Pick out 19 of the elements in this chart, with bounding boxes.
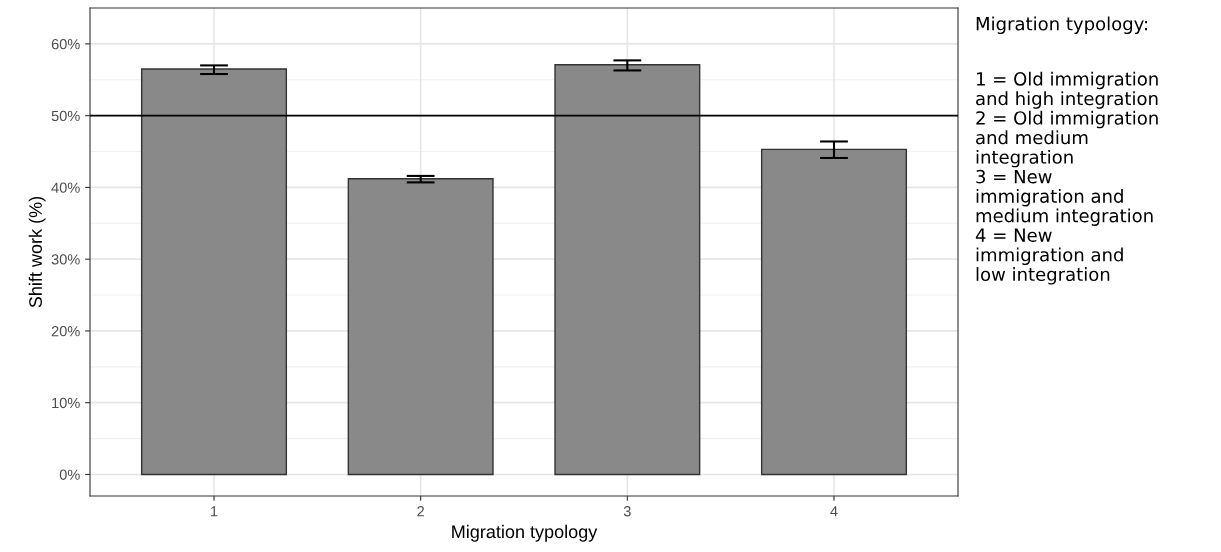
y-tick-label: 10% (52, 397, 80, 409)
bar (347, 178, 494, 476)
y-tick-label: 40% (51, 182, 80, 193)
text: Migration typology: (976, 16, 1148, 35)
x-tick-label: 4 (830, 506, 838, 517)
bar (140, 68, 288, 476)
y-tick-label: 20% (51, 326, 80, 337)
bar (554, 63, 701, 476)
x-tick-label: 2 (417, 506, 424, 517)
text: 1 = Old immigration and high integration 2 = Old immigration and medium integration 3 = New immigration and medium integration 4 = New immigration and low integration (975, 71, 1158, 285)
y-tick-label: 60% (51, 38, 80, 50)
x-tick-label: 1 (211, 506, 218, 517)
y-tick-label: 50% (51, 110, 80, 122)
x-tick-label: 3 (623, 506, 631, 517)
y-tick-label: 0% (59, 469, 80, 480)
x-axis-title: Migration typology (452, 524, 598, 542)
y-tick-label: 30% (51, 254, 80, 265)
bar (760, 148, 908, 476)
y-axis-title: Shift work (%) (28, 196, 46, 308)
